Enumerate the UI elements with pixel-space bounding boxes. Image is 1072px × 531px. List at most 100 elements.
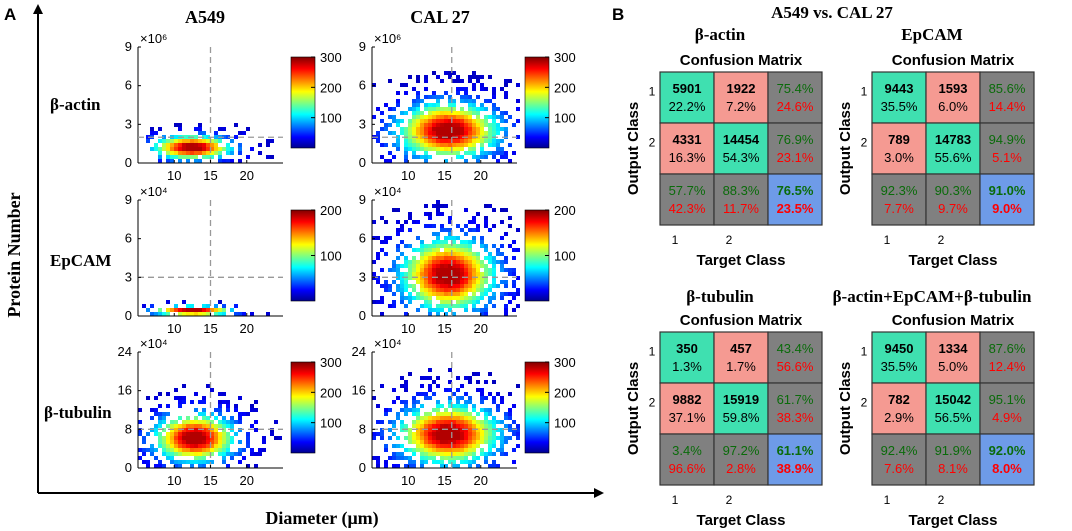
density-cell xyxy=(376,256,380,260)
density-cell xyxy=(206,436,210,440)
density-cell xyxy=(440,412,444,416)
density-cell xyxy=(432,280,436,284)
cell-accuracy: 92.4% xyxy=(881,443,918,458)
output-class-label: Output Class xyxy=(625,102,642,195)
density-cell xyxy=(412,420,416,424)
density-cell xyxy=(424,103,428,107)
density-cell xyxy=(206,428,210,432)
density-cell xyxy=(460,228,464,232)
density-cell xyxy=(488,452,492,456)
density-cell xyxy=(440,296,444,300)
density-cell xyxy=(488,372,492,376)
density-cell xyxy=(452,107,456,111)
density-cell xyxy=(198,151,202,155)
density-cell xyxy=(424,79,428,83)
density-cell xyxy=(238,448,242,452)
cell-percent: 35.5% xyxy=(881,99,918,114)
panel-a-y-arrow xyxy=(33,4,43,14)
density-cells xyxy=(146,123,274,163)
density-cell xyxy=(516,288,520,292)
density-cell xyxy=(404,260,408,264)
density-cell xyxy=(428,436,432,440)
density-cell xyxy=(476,127,480,131)
density-cell xyxy=(488,296,492,300)
density-cell xyxy=(444,284,448,288)
density-cell xyxy=(440,464,444,468)
density-cell xyxy=(464,248,468,252)
density-cell xyxy=(174,452,178,456)
density-cell xyxy=(452,131,456,135)
row-class-label: 2 xyxy=(861,396,868,410)
density-cell xyxy=(178,155,182,159)
density-cell xyxy=(480,452,484,456)
density-cell xyxy=(440,300,444,304)
density-cell xyxy=(456,260,460,264)
density-cell xyxy=(456,87,460,91)
density-cell xyxy=(476,256,480,260)
density-cell xyxy=(432,111,436,115)
density-cell xyxy=(202,460,206,464)
density-cell xyxy=(444,288,448,292)
density-cell xyxy=(496,143,500,147)
density-cell xyxy=(230,416,234,420)
density-cell xyxy=(480,436,484,440)
density-cell xyxy=(178,432,182,436)
density-cell xyxy=(182,300,186,304)
cell-background xyxy=(979,71,1035,124)
matrix-cell-summary: 76.9%23.1% xyxy=(767,122,823,175)
density-cell xyxy=(464,131,468,135)
density-cell xyxy=(460,119,464,123)
density-cell xyxy=(182,384,186,388)
density-cell xyxy=(146,139,150,143)
density-cell xyxy=(476,107,480,111)
density-cell xyxy=(428,288,432,292)
density-cell xyxy=(404,428,408,432)
density-cell xyxy=(372,456,376,460)
density-cell xyxy=(468,380,472,384)
density-cell xyxy=(400,384,404,388)
density-cell xyxy=(174,123,178,127)
density-cell xyxy=(400,131,404,135)
cell-background xyxy=(713,71,769,124)
density-cell xyxy=(194,127,198,131)
density-cell xyxy=(428,119,432,123)
density-cell xyxy=(170,428,174,432)
density-cell xyxy=(448,448,452,452)
density-cell xyxy=(182,312,186,316)
density-cell xyxy=(468,420,472,424)
density-cell xyxy=(198,452,202,456)
density-cell xyxy=(464,304,468,308)
density-cell xyxy=(178,151,182,155)
density-cell xyxy=(512,428,516,432)
density-cell xyxy=(464,276,468,280)
density-cell xyxy=(436,232,440,236)
density-cells xyxy=(138,384,282,468)
density-cell xyxy=(440,151,444,155)
density-cell xyxy=(480,139,484,143)
density-cell xyxy=(380,300,384,304)
density-cell xyxy=(508,436,512,440)
density-cell xyxy=(488,135,492,139)
density-cell xyxy=(146,396,150,400)
density-cell xyxy=(190,440,194,444)
cell-background xyxy=(925,173,981,226)
density-cell xyxy=(174,460,178,464)
density-cell xyxy=(198,464,202,468)
density-cell xyxy=(456,376,460,380)
density-cell xyxy=(516,436,520,440)
density-cell xyxy=(476,420,480,424)
density-cell xyxy=(246,440,250,444)
density-cell xyxy=(416,99,420,103)
density-cell xyxy=(210,448,214,452)
density-cell xyxy=(384,103,388,107)
density-cell xyxy=(238,460,242,464)
cell-accuracy: 91.0% xyxy=(989,183,1026,198)
density-cell xyxy=(174,155,178,159)
density-cell xyxy=(428,252,432,256)
density-cell xyxy=(432,392,436,396)
density-cell xyxy=(150,428,154,432)
y-tick-label: 6 xyxy=(359,231,366,246)
density-cell xyxy=(210,452,214,456)
